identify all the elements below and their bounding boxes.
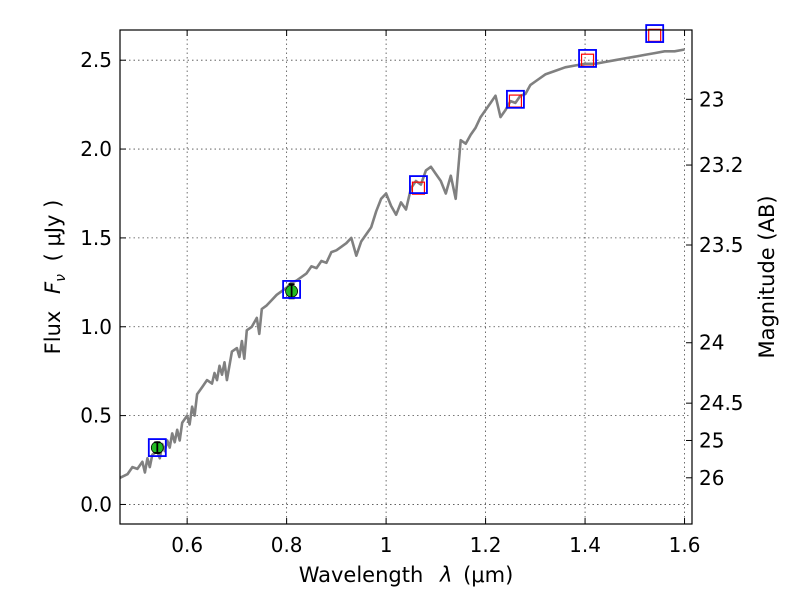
y2-tick-label: 24.5 bbox=[699, 391, 744, 415]
y-tick-label: 0.0 bbox=[80, 492, 112, 516]
y2-tick-label: 25 bbox=[699, 428, 724, 452]
x-tick-label: 1 bbox=[380, 533, 393, 557]
y-tick-label: 2.5 bbox=[80, 48, 112, 72]
spectrum-line bbox=[119, 48, 685, 479]
x-tick-label: 1.2 bbox=[470, 533, 502, 557]
model-flux-box bbox=[578, 49, 597, 68]
marker-layer bbox=[147, 24, 665, 457]
y2-axis-label: Magnitude (AB) bbox=[755, 195, 779, 358]
y2-tick-label: 24 bbox=[699, 331, 724, 355]
y2-tick-label: 26 bbox=[699, 466, 724, 490]
x-tick-label: 0.8 bbox=[271, 533, 303, 557]
model-flux-box bbox=[409, 175, 428, 194]
y-tick-label: 2.0 bbox=[80, 137, 112, 161]
model-flux-box bbox=[645, 24, 665, 43]
upper-limit-box bbox=[648, 28, 662, 42]
tick-layer: 0.6 0.8 1 1.2 1.4 1.6 0.0 0.5 1.0 1.5 2.0 2.5 23 23.2… bbox=[80, 30, 744, 557]
upper-limit-box bbox=[411, 181, 426, 195]
y2-tick-label: 23 bbox=[699, 87, 724, 111]
model-flux-box bbox=[506, 89, 525, 109]
x-tick-label: 0.6 bbox=[171, 533, 203, 557]
y2-tick-label: 23.2 bbox=[699, 153, 744, 177]
x-axis-label: Wavelength λ (μm) bbox=[299, 563, 514, 587]
x-tick-label: 1.6 bbox=[669, 533, 701, 557]
grid bbox=[120, 30, 692, 524]
model-flux-box bbox=[282, 280, 302, 299]
x-tick-label: 1.4 bbox=[569, 533, 601, 557]
y2-tick-label: 23.5 bbox=[699, 233, 744, 257]
y-tick-label: 0.5 bbox=[80, 404, 112, 428]
y-tick-label: 1.5 bbox=[80, 226, 112, 250]
model-flux-box bbox=[147, 438, 167, 457]
y-axis-label: Flux Fν ( μJy ) bbox=[41, 200, 70, 355]
series-layer bbox=[119, 48, 685, 479]
y-tick-label: 1.0 bbox=[80, 315, 112, 339]
plot-frame bbox=[119, 29, 693, 525]
